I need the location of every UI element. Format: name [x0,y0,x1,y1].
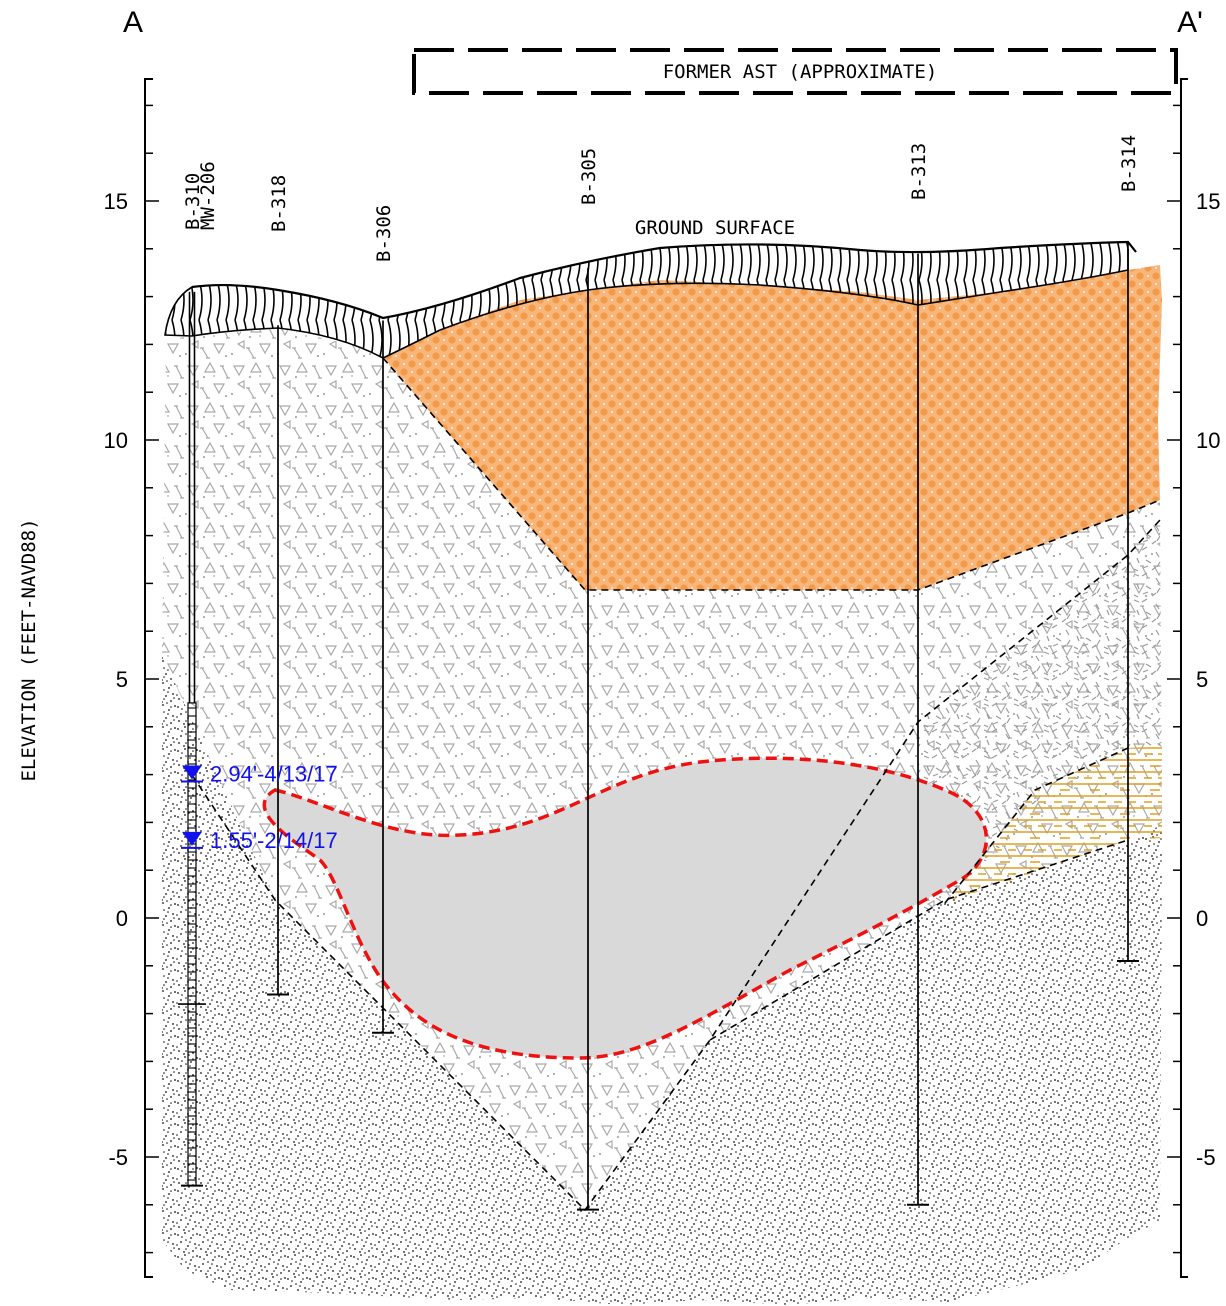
tick-label-right: 5 [1196,667,1208,692]
contamination-area [262,756,989,1060]
water-level-label: 1.55'-2/14/17 [210,828,338,853]
orange-unit [383,265,1162,590]
sand-unit [162,655,1162,1305]
borehole-b-305: B-305 [577,148,600,1211]
borehole-b-314: B-314 [1117,135,1140,963]
tick-label-left: -5 [108,1145,128,1170]
section-start-label: A [123,6,143,39]
ground-surface-line [191,240,1137,320]
elevation-tick-labels: 15 15 10 10 5 5 0 0 -5 -5 [104,189,1221,1170]
borehole-b-313: B-313 [907,143,930,1206]
water-level-marker: 2.94'-4/13/17 [181,761,338,786]
water-levels: 2.94'-4/13/17 1.55'-2/14/17 [181,761,338,853]
y-axis-label: ELEVATION (FEET-NAVD88) [18,518,40,781]
water-level-triangle-icon [182,765,202,780]
former-ast-label: FORMER AST (APPROXIMATE) [663,61,938,83]
borehole-b-306: B-306 [372,205,395,1034]
elevation-ticks [145,104,1181,1254]
tick-label-right: -5 [1196,1145,1216,1170]
tick-label-left: 5 [116,667,128,692]
tick-label-right: 15 [1196,189,1220,214]
tick-label-right: 0 [1196,906,1208,931]
tick-label-left: 10 [104,428,128,453]
tick-label-right: 10 [1196,428,1220,453]
former-ast-box [412,48,1178,95]
ground-surface-label: GROUND SURFACE [635,217,795,239]
subsurface-units [162,240,1162,1305]
tick-label-left: 0 [116,906,128,931]
borehole-label: B-313 [908,143,930,200]
borehole-label: B-306 [373,205,395,262]
elevation-axis-right [1180,78,1188,1278]
water-level-marker: 1.55'-2/14/17 [181,828,338,853]
borehole-label: B-305 [578,148,600,205]
borehole-label: B-314 [1118,135,1140,192]
borehole-label: B-310 [182,173,204,230]
peat-unit [945,746,1162,903]
borehole-label: B-318 [268,175,290,232]
borehole-b-318: B-318 [267,175,290,996]
monitoring-well-label: MW-206 [197,161,219,230]
section-end-label: A' [1177,6,1203,39]
water-level-label: 2.94'-4/13/17 [210,761,338,786]
tick-label-left: 15 [104,189,128,214]
elevation-axis-left [144,78,153,1278]
water-level-triangle-icon [182,831,202,846]
